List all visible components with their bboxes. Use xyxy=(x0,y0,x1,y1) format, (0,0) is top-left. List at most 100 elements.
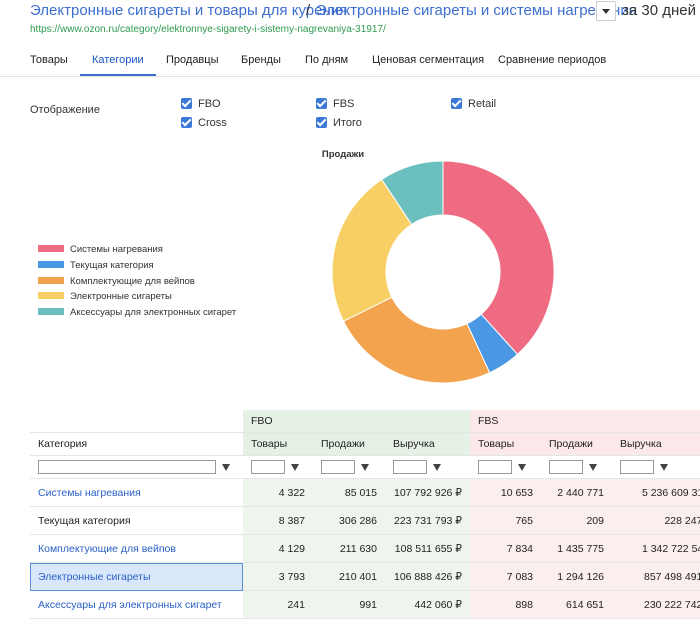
category-cell[interactable]: Электронные сигареты xyxy=(30,562,243,591)
filter-input[interactable] xyxy=(393,460,427,474)
column-header: Продажи xyxy=(541,432,612,456)
filter-input[interactable] xyxy=(321,460,355,474)
table-row[interactable]: Системы нагревания 4 322 85 015 107 792 926… xyxy=(30,478,700,507)
tab[interactable]: Продавцы xyxy=(166,54,219,66)
value-cell: 1 435 775 xyxy=(541,534,612,563)
value-cell: 5 236 609 31... xyxy=(612,478,700,507)
value-cell: 1 342 722 54... xyxy=(612,534,700,563)
column-header: Товары xyxy=(243,432,313,456)
breadcrumb-link[interactable]: Электронные сигареты и системы нагревани… xyxy=(316,2,637,19)
checkbox[interactable] xyxy=(316,117,327,128)
value-cell: 3 793 xyxy=(243,562,313,591)
value-cell: 765 xyxy=(470,506,541,535)
checkbox[interactable] xyxy=(451,98,462,109)
value-cell: 241 xyxy=(243,590,313,619)
filter-input[interactable] xyxy=(38,460,216,474)
checkbox[interactable] xyxy=(316,98,327,109)
filter-row xyxy=(30,455,700,479)
breadcrumb-link[interactable]: Электронные сигареты и товары для курени… xyxy=(30,2,348,19)
value-cell: 210 401 xyxy=(313,562,385,591)
checkbox-option[interactable]: Cross xyxy=(181,117,227,129)
value-cell: 106 888 426 ₽ xyxy=(385,562,470,591)
table-row[interactable]: Комплектующие для вейпов 4 129 211 630 108 … xyxy=(30,534,700,563)
legend-item: Системы нагревания xyxy=(38,244,163,255)
table-row[interactable]: Аксессуары для электронных сигарет 241 991… xyxy=(30,590,700,619)
tab[interactable]: Товары xyxy=(30,54,68,66)
legend-swatch xyxy=(38,276,64,284)
group-header: FBO xyxy=(243,410,470,433)
filter-cell xyxy=(30,455,243,479)
data-table: FBO FBS Категория Товары Продажи Выручка Товар… xyxy=(30,410,700,619)
legend-label: Системы нагревания xyxy=(70,244,163,255)
column-header: Продажи xyxy=(313,432,385,456)
tab[interactable]: Сравнение периодов xyxy=(498,54,607,66)
dropdown-button[interactable] xyxy=(596,1,616,21)
value-cell: 107 792 926 ₽ xyxy=(385,478,470,507)
value-cell: 7 083 xyxy=(470,562,541,591)
category-cell[interactable]: Текущая категория xyxy=(30,506,243,535)
value-cell: 306 286 xyxy=(313,506,385,535)
group-cell xyxy=(30,410,243,433)
group-header: FBS xyxy=(470,410,700,433)
value-cell: 223 731 793 ₽ xyxy=(385,506,470,535)
filter-icon[interactable] xyxy=(433,463,441,471)
filter-icon[interactable] xyxy=(291,463,299,471)
filter-input[interactable] xyxy=(478,460,512,474)
filter-icon[interactable] xyxy=(222,463,230,471)
group-header-row: FBO FBS xyxy=(30,410,700,433)
legend-label: Электронные сигареты xyxy=(70,291,172,303)
tab[interactable]: Ценовая сегментация xyxy=(372,54,485,66)
checkbox-option[interactable]: Итого xyxy=(316,117,362,129)
table-row[interactable]: Текущая категория 8 387 306 286 223 731 793… xyxy=(30,506,700,535)
checkbox-option[interactable]: Retail xyxy=(451,98,496,110)
url[interactable]: https://www.ozon.ru/category/elektronnye… xyxy=(30,24,386,35)
tab[interactable]: Категории xyxy=(80,54,156,76)
value-cell: 614 651 xyxy=(541,590,612,619)
filter-cell xyxy=(541,455,612,479)
breadcrumb-separator: / xyxy=(306,2,311,19)
checkbox-option[interactable]: FBO xyxy=(181,98,221,110)
value-cell: 85 015 xyxy=(313,478,385,507)
value-cell: 4 129 xyxy=(243,534,313,563)
category-cell[interactable]: Комплектующие для вейпов xyxy=(30,534,243,563)
legend-item: Комплектующие для вейпов xyxy=(38,276,195,287)
filter-cell xyxy=(313,455,385,479)
value-cell: 211 630 xyxy=(313,534,385,563)
category-cell[interactable]: Системы нагревания xyxy=(30,478,243,507)
value-cell: 10 653 xyxy=(470,478,541,507)
category-cell[interactable]: Аксессуары для электронных сигарет xyxy=(30,590,243,619)
value-cell: 209 xyxy=(541,506,612,535)
display-label: Отображение xyxy=(30,104,100,116)
filter-input[interactable] xyxy=(549,460,583,474)
value-cell: 2 440 771 xyxy=(541,478,612,507)
value-cell: 898 xyxy=(470,590,541,619)
checkbox-label: FBS xyxy=(333,98,355,110)
value-cell: 108 511 655 ₽ xyxy=(385,534,470,563)
legend-label: Текущая категория xyxy=(70,259,154,271)
filter-icon[interactable] xyxy=(660,463,668,471)
filter-input[interactable] xyxy=(620,460,654,474)
legend-swatch xyxy=(38,245,64,252)
checkbox-label: FBO xyxy=(198,98,221,110)
value-cell: 228 247 ₽ xyxy=(612,506,700,535)
pie-slice xyxy=(442,160,555,356)
pie-slice xyxy=(342,296,491,384)
legend-swatch xyxy=(38,292,64,300)
tab[interactable]: По дням xyxy=(305,54,349,66)
filter-icon[interactable] xyxy=(361,463,369,471)
filter-icon[interactable] xyxy=(589,463,597,471)
checkbox-label: Итого xyxy=(333,117,362,129)
table-row[interactable]: Электронные сигареты 3 793 210 401 106 888 … xyxy=(30,562,700,591)
pie-slice xyxy=(381,160,444,226)
filter-icon[interactable] xyxy=(518,463,526,471)
checkbox-label: Cross xyxy=(198,117,227,129)
filter-input[interactable] xyxy=(251,460,285,474)
tab[interactable]: Бренды xyxy=(241,54,281,66)
legend-label: Комплектующие для вейпов xyxy=(70,275,195,287)
checkbox-option[interactable]: FBS xyxy=(316,98,354,110)
checkbox[interactable] xyxy=(181,117,192,128)
checkbox[interactable] xyxy=(181,98,192,109)
legend-swatch xyxy=(38,308,64,316)
